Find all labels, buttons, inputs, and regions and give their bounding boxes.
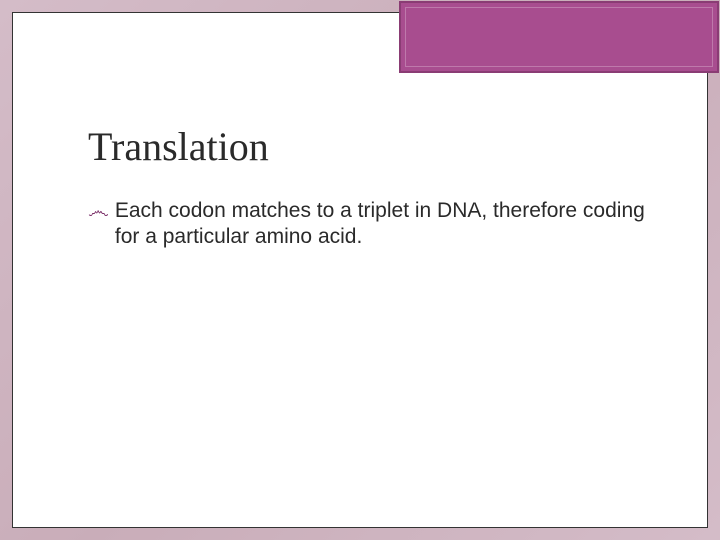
slide-frame: Translation ෴ Each codon matches to a tr… — [12, 12, 708, 528]
title-tab-inner-border — [405, 7, 713, 67]
bullet-item: ෴ Each codon matches to a triplet in DNA… — [88, 198, 647, 250]
title-tab — [399, 1, 719, 73]
bullet-text: Each codon matches to a triplet in DNA, … — [115, 198, 647, 250]
curlicue-icon: ෴ — [88, 198, 109, 224]
slide-title: Translation — [88, 123, 647, 170]
slide-content: Translation ෴ Each codon matches to a tr… — [88, 123, 647, 250]
